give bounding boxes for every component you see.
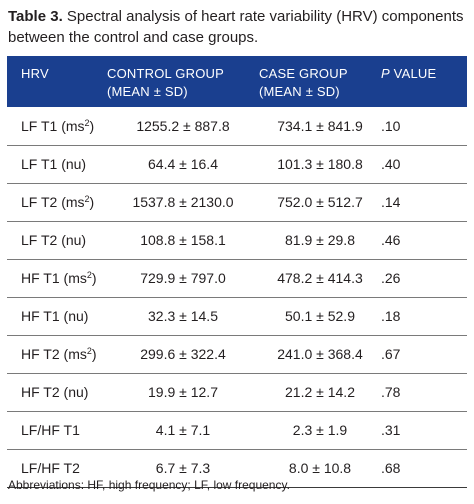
row-label-text: LF T2 (nu) <box>21 232 87 248</box>
header-case-line1: CASE GROUP <box>259 66 348 81</box>
control-value: 108.8 ± 158.1 <box>107 221 259 260</box>
header-p-italic: P <box>381 66 390 81</box>
row-label: LF T1 (ms2) <box>7 107 107 146</box>
control-value: 64.4 ± 16.4 <box>107 145 259 184</box>
control-value: 729.9 ± 797.0 <box>107 259 259 298</box>
row-label-superscript: 2 <box>84 117 90 128</box>
table-body: LF T1 (ms2) 1255.2 ± 887.8 734.1 ± 841.9.1… <box>7 107 467 488</box>
row-label: LF/HF T1 <box>7 411 107 450</box>
p-value: .68 <box>381 449 467 488</box>
row-label: LF T2 (nu) <box>7 221 107 260</box>
row-label-text: LF T2 (ms <box>21 194 85 210</box>
table-row: LF T2 (nu) 108.8 ± 158.1 81.9 ± 29.8.46 <box>7 221 467 260</box>
row-label-superscript: 2 <box>84 194 90 204</box>
p-value: .40 <box>381 145 467 184</box>
table-row: LF T1 (ms2) 1255.2 ± 887.8 734.1 ± 841.9.1… <box>7 107 467 146</box>
control-value: 4.1 ± 7.1 <box>107 411 259 450</box>
header-p-rest: VALUE <box>389 66 437 81</box>
p-value: .18 <box>381 297 467 336</box>
p-value: .46 <box>381 221 467 260</box>
case-value: 734.1 ± 841.9 <box>259 107 381 146</box>
p-value: .78 <box>381 373 467 412</box>
table-row: LF/HF T1 4.1 ± 7.1 2.3 ± 1.9.31 <box>7 411 467 450</box>
header-p-value: P VALUE <box>381 56 467 107</box>
case-value: 2.3 ± 1.9 <box>259 411 381 450</box>
table-row: LF/HF T2 6.7 ± 7.3 8.0 ± 10.8.68 <box>7 449 467 488</box>
row-label: HF T1 (ms2) <box>7 259 107 298</box>
table-row: HF T2 (ms2) 299.6 ± 322.4 241.0 ± 368.4.67 <box>7 335 467 374</box>
control-value: 1537.8 ± 2130.0 <box>107 183 259 222</box>
table-row: HF T1 (nu) 32.3 ± 14.5 50.1 ± 52.9.18 <box>7 297 467 336</box>
p-value: .26 <box>381 259 467 298</box>
row-label: HF T2 (ms2) <box>7 335 107 374</box>
case-value: 8.0 ± 10.8 <box>259 449 381 488</box>
row-label: LF T1 (nu) <box>7 145 107 184</box>
row-label: LF T2 (ms2) <box>7 183 107 222</box>
table-header-row: HRV CONTROL GROUP (MEAN ± SD) CASE GROUP… <box>7 56 467 107</box>
table-footnote: Abbreviations: HF, high frequency; LF, l… <box>8 478 290 492</box>
header-hrv: HRV <box>7 56 107 107</box>
p-value: .10 <box>381 107 467 146</box>
table-label: Table 3. <box>8 8 63 25</box>
row-label: HF T2 (nu) <box>7 373 107 412</box>
row-label-text: HF T2 (nu) <box>21 384 89 400</box>
case-value: 241.0 ± 368.4 <box>259 335 381 374</box>
table-caption-text: Spectral analysis of heart rate variabil… <box>8 8 464 46</box>
row-label-superscript: 2 <box>86 270 92 280</box>
table-row: HF T2 (nu) 19.9 ± 12.7 21.2 ± 14.2.78 <box>7 373 467 412</box>
row-label-close: ) <box>89 194 95 210</box>
row-label-text: LF/HF T1 <box>21 422 80 438</box>
control-value: 299.6 ± 322.4 <box>107 335 259 374</box>
row-label-text: HF T1 (ms <box>21 270 87 286</box>
header-control-group: CONTROL GROUP (MEAN ± SD) <box>107 56 259 107</box>
case-value: 101.3 ± 180.8 <box>259 145 381 184</box>
control-value: 19.9 ± 12.7 <box>107 373 259 412</box>
case-value: 50.1 ± 52.9 <box>259 297 381 336</box>
header-case-line2: (MEAN ± SD) <box>259 84 340 99</box>
table-row: LF T1 (nu) 64.4 ± 16.4 101.3 ± 180.8.40 <box>7 145 467 184</box>
p-value: .67 <box>381 335 467 374</box>
case-value: 752.0 ± 512.7 <box>259 183 381 222</box>
case-value: 478.2 ± 414.3 <box>259 259 381 298</box>
control-value: 6.7 ± 7.3 <box>107 449 259 488</box>
row-label-text: LF T1 (nu) <box>21 156 87 172</box>
control-value: 32.3 ± 14.5 <box>107 297 259 336</box>
table-row: HF T1 (ms2) 729.9 ± 797.0 478.2 ± 414.3.26 <box>7 259 467 298</box>
p-value: .31 <box>381 411 467 450</box>
header-control-line1: CONTROL GROUP <box>107 66 224 81</box>
row-label-text: HF T2 (ms <box>21 346 87 362</box>
header-control-line2: (MEAN ± SD) <box>107 84 188 99</box>
row-label: LF/HF T2 <box>7 449 107 488</box>
control-value: 1255.2 ± 887.8 <box>107 107 259 146</box>
row-label-close: ) <box>91 270 97 286</box>
header-case-group: CASE GROUP (MEAN ± SD) <box>259 56 381 107</box>
table-row: LF T2 (ms2) 1537.8 ± 2130.0 752.0 ± 512.7.… <box>7 183 467 222</box>
row-label-text: LF/HF T2 <box>21 460 80 476</box>
row-label-text: LF T1 (ms <box>21 117 85 134</box>
header-hrv-label: HRV <box>21 66 49 81</box>
table-caption: Table 3. Spectral analysis of heart rate… <box>8 6 470 48</box>
hrv-table: HRV CONTROL GROUP (MEAN ± SD) CASE GROUP… <box>7 56 467 488</box>
case-value: 81.9 ± 29.8 <box>259 221 381 260</box>
row-label-close: ) <box>89 117 95 134</box>
row-label-close: ) <box>91 346 97 362</box>
row-label: HF T1 (nu) <box>7 297 107 336</box>
row-label-text: HF T1 (nu) <box>21 308 89 324</box>
case-value: 21.2 ± 14.2 <box>259 373 381 412</box>
p-value: .14 <box>381 183 467 222</box>
row-label-superscript: 2 <box>86 346 92 356</box>
